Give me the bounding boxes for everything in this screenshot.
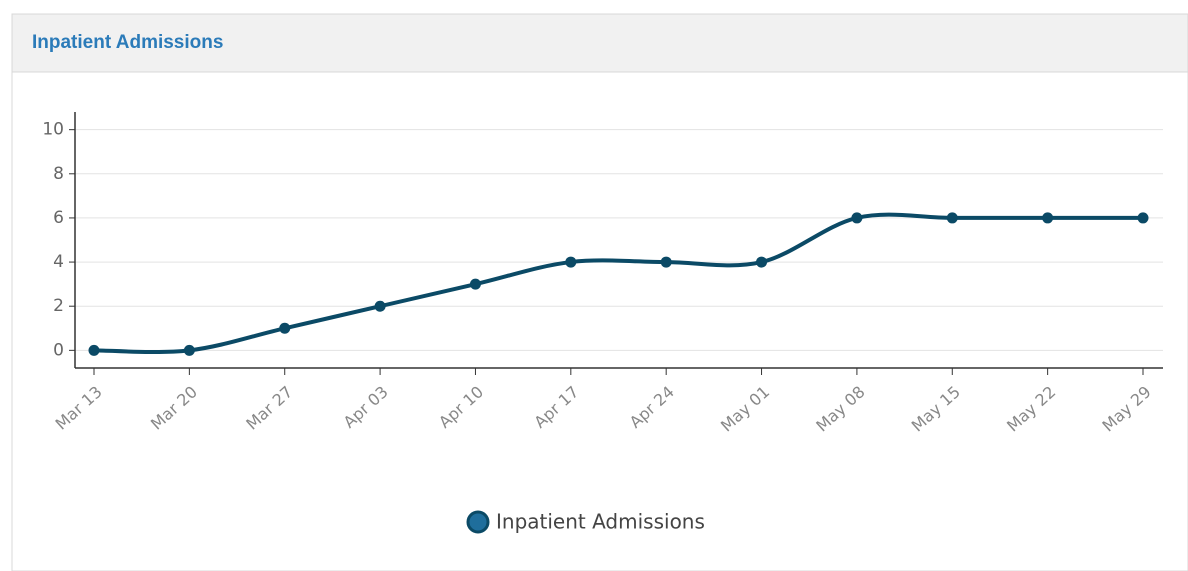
point (469, 278, 481, 290)
y-tick-label: 10 (42, 120, 64, 140)
line (93, 212, 1143, 354)
y-tick-label: 6 (53, 208, 64, 228)
point (660, 256, 672, 268)
legend-label: Inpatient Admissions (496, 510, 705, 534)
point (374, 300, 386, 312)
point (183, 344, 195, 356)
y-tick-label: 2 (53, 296, 64, 316)
point (756, 256, 768, 268)
point (851, 212, 863, 224)
point (88, 344, 100, 356)
point (946, 212, 958, 224)
point (279, 322, 291, 334)
panel-header (11, 13, 1188, 73)
y-tick-label: 0 (53, 340, 64, 360)
point (1042, 212, 1054, 224)
panel (11, 13, 1188, 571)
legend-marker (466, 510, 490, 534)
point (1137, 212, 1149, 224)
y-tick-label: 4 (53, 252, 64, 272)
point (565, 256, 577, 268)
chart-title: Inpatient Admissions (32, 32, 223, 53)
y-tick-label: 8 (53, 164, 64, 184)
